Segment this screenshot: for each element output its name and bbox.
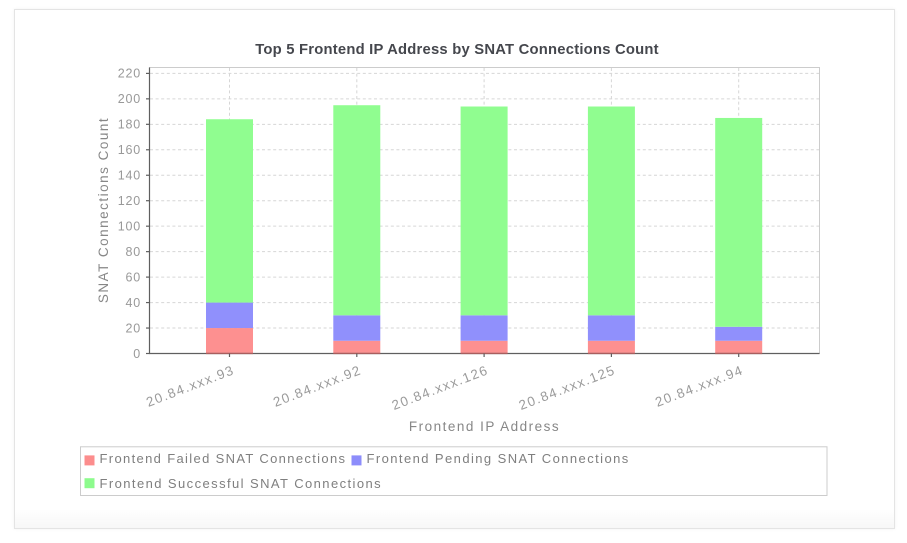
svg-text:200: 200 (118, 92, 141, 106)
svg-text:SNAT Connections Count: SNAT Connections Count (96, 117, 111, 303)
svg-text:20.84.xxx.92: 20.84.xxx.92 (271, 362, 364, 409)
svg-text:20.84.xxx.94: 20.84.xxx.94 (653, 362, 746, 409)
svg-text:20.84.xxx.126: 20.84.xxx.126 (390, 362, 491, 413)
svg-text:220: 220 (118, 67, 141, 81)
svg-text:20.84.xxx.125: 20.84.xxx.125 (517, 362, 618, 413)
svg-text:60: 60 (125, 270, 141, 284)
svg-text:180: 180 (118, 118, 141, 132)
svg-text:0: 0 (133, 347, 141, 361)
svg-text:120: 120 (118, 194, 141, 208)
svg-text:100: 100 (118, 220, 141, 234)
svg-text:20.84.xxx.93: 20.84.xxx.93 (144, 362, 237, 409)
svg-text:Frontend Failed SNAT Connectio: Frontend Failed SNAT Connections (100, 451, 347, 466)
svg-text:140: 140 (118, 169, 141, 183)
svg-text:Frontend Successful SNAT Conne: Frontend Successful SNAT Connections (100, 476, 383, 491)
svg-text:20: 20 (125, 321, 141, 335)
svg-text:Top 5 Frontend IP Address by S: Top 5 Frontend IP Address by SNAT Connec… (255, 42, 659, 58)
svg-text:Frontend IP Address: Frontend IP Address (409, 419, 560, 434)
svg-text:Frontend Pending SNAT Connecti: Frontend Pending SNAT Connections (367, 451, 630, 466)
svg-text:40: 40 (125, 296, 141, 310)
svg-text:80: 80 (125, 245, 141, 259)
svg-text:160: 160 (118, 143, 141, 157)
